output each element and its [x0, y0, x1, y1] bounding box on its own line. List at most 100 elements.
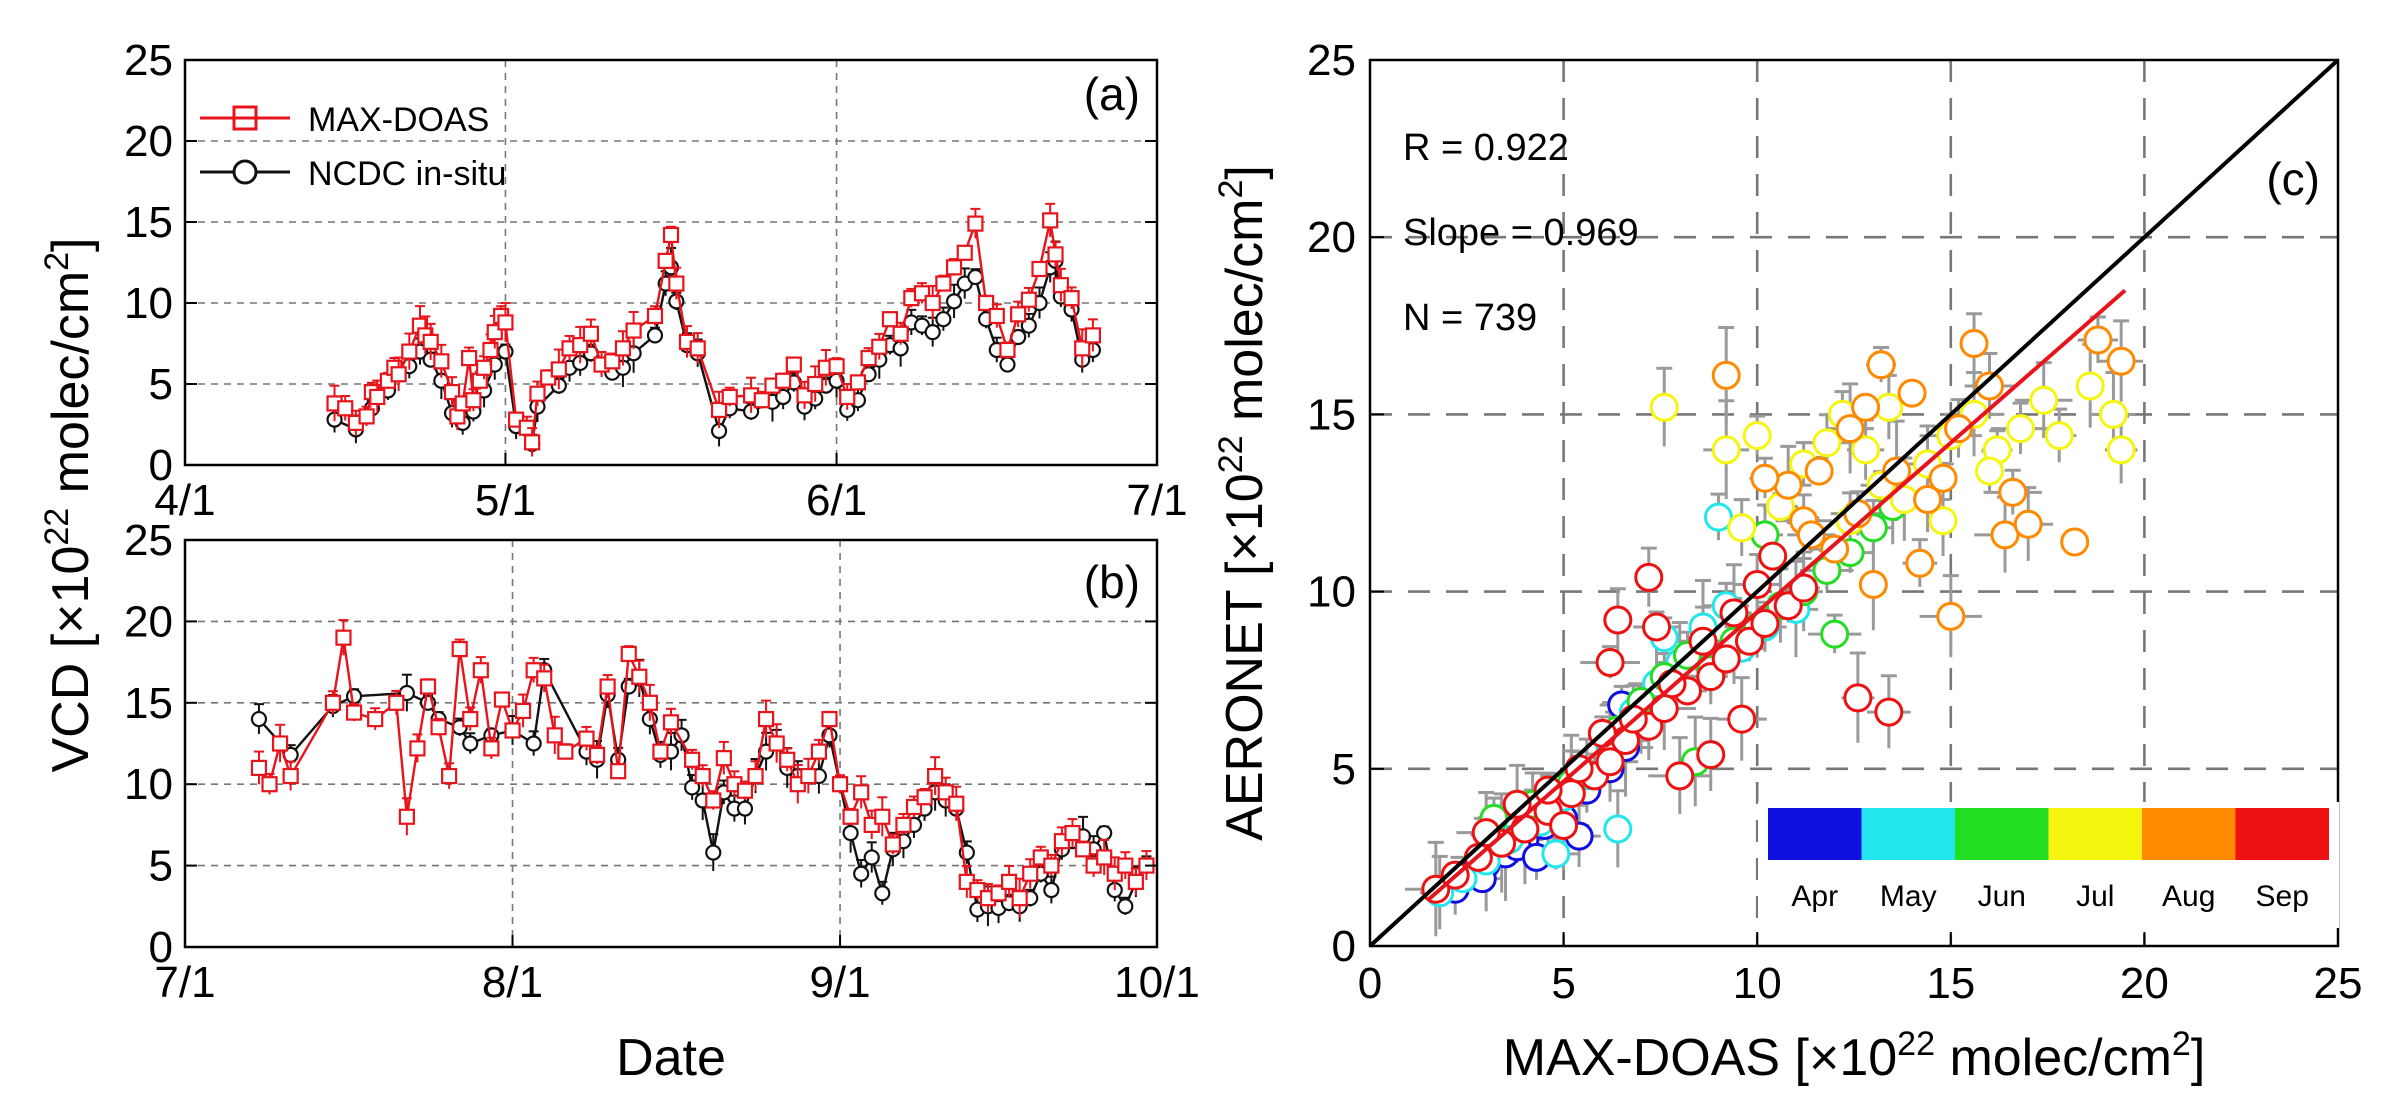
- data-point-maxdoas: [524, 434, 541, 451]
- data-point-maxdoas: [550, 361, 567, 378]
- tick-label-x-b: 7/1: [154, 958, 215, 1007]
- stat-n: N = 739: [1403, 297, 1537, 339]
- data-point-insitu: [863, 849, 880, 866]
- colorbar-label-may: May: [1880, 880, 1937, 913]
- data-point-insitu: [705, 844, 722, 861]
- data-point-maxdoas: [810, 743, 828, 760]
- scatter-point-aug: [2106, 346, 2136, 376]
- tick-label-x-a: 4/1: [154, 476, 215, 525]
- data-point-maxdoas: [419, 678, 437, 695]
- data-point-maxdoas: [472, 662, 489, 679]
- data-point-maxdoas: [582, 325, 599, 342]
- tick-label-y-b: 5: [149, 842, 173, 891]
- data-point-maxdoas: [1096, 849, 1113, 866]
- tick-label-y-c: 10: [1307, 568, 1356, 617]
- series-b: [250, 619, 1155, 927]
- scatter-point-may: [1541, 839, 1571, 869]
- scatter-point-sep: [1696, 740, 1726, 770]
- tick-label-y-b: 20: [124, 597, 173, 646]
- tick-label-y-a: 10: [124, 279, 173, 328]
- data-point-maxdoas: [337, 400, 354, 417]
- colorbar-swatch-jul: [2048, 808, 2142, 860]
- scatter-point-aug: [1959, 329, 1989, 359]
- data-point-maxdoas: [1042, 212, 1059, 229]
- scatter-point-aug: [1711, 360, 1741, 390]
- y-axis-label-vcd: VCD [×1022 molec/cm2]: [38, 237, 100, 772]
- data-point-maxdoas: [652, 743, 669, 760]
- colorbar-label-sep: Sep: [2256, 880, 2309, 913]
- data-point-insitu: [525, 735, 542, 752]
- scatter-point-sep: [1533, 775, 1563, 805]
- scatter-point-aug: [2013, 509, 2043, 539]
- scatter-point-aug: [1796, 520, 1826, 550]
- data-point-maxdoas: [282, 767, 299, 785]
- tick-label-y-b: 15: [124, 679, 173, 728]
- scatter-point-sep: [1510, 814, 1540, 844]
- data-point-maxdoas: [504, 722, 521, 739]
- colorbar-swatch-aug: [2142, 808, 2236, 860]
- data-point-maxdoas: [465, 392, 482, 409]
- tick-label-y-a: 5: [149, 360, 173, 409]
- tick-label-y-c: 5: [1332, 745, 1356, 794]
- colorbar-label-jun: Jun: [1978, 880, 2026, 913]
- data-point-maxdoas: [599, 678, 616, 695]
- data-point-insitu: [924, 324, 941, 341]
- data-point-maxdoas: [967, 215, 984, 232]
- data-point-insitu: [945, 293, 963, 310]
- tick-label-y-a: 15: [124, 198, 173, 247]
- ticks-a: 0 5 10 15 20 25 4/1 5/1 6/1 7/1: [124, 36, 1188, 525]
- data-point-maxdoas: [668, 275, 685, 292]
- scatter-point-sep: [1727, 704, 1757, 734]
- data-point-maxdoas: [977, 294, 995, 312]
- scatter-point-aug: [1913, 484, 1943, 514]
- data-point-maxdoas: [271, 735, 289, 752]
- scatter-point-jul: [1649, 392, 1679, 422]
- scatter-point-jul: [1928, 506, 1958, 536]
- panel-label-c: (c): [2266, 153, 2320, 205]
- data-point-maxdoas: [369, 388, 386, 406]
- data-point-maxdoas: [839, 388, 856, 406]
- data-point-maxdoas: [483, 740, 500, 757]
- data-point-maxdoas: [462, 710, 479, 728]
- data-point-maxdoas: [358, 408, 375, 425]
- colorbar-label-aug: Aug: [2162, 880, 2215, 913]
- legend-label-maxdoas: MAX-DOAS: [308, 101, 489, 139]
- data-point-maxdoas: [631, 668, 648, 685]
- data-point-maxdoas: [945, 259, 963, 276]
- legend: MAX-DOAS NCDC in-situ: [200, 101, 506, 193]
- data-point-maxdoas: [853, 784, 870, 801]
- scatter-point-aug: [1820, 534, 1850, 564]
- tick-label-x-c: 25: [2314, 959, 2363, 1008]
- data-point-maxdoas: [398, 808, 415, 825]
- tick-label-y-b: 25: [124, 516, 173, 565]
- data-point-insitu: [250, 710, 268, 728]
- data-point-maxdoas: [1084, 327, 1102, 344]
- scatter-point-aug: [2083, 325, 2113, 355]
- scatter-point-aug: [1804, 456, 1834, 486]
- data-point-maxdoas: [546, 727, 563, 744]
- data-point-maxdoas: [475, 359, 493, 376]
- data-point-insitu: [967, 268, 984, 286]
- data-point-maxdoas: [1000, 873, 1018, 890]
- data-point-maxdoas: [324, 694, 342, 711]
- data-point-maxdoas: [250, 759, 268, 777]
- stat-r: R = 0.922: [1403, 127, 1569, 169]
- scatter-point-aug: [1936, 601, 1966, 631]
- data-point-maxdoas: [390, 366, 407, 383]
- data-point-insitu: [1117, 898, 1134, 915]
- data-point-maxdoas: [956, 244, 973, 261]
- scatter-point-aug: [1858, 570, 1888, 600]
- x-axis-label-date: Date: [616, 1029, 726, 1087]
- data-point-maxdoas: [493, 691, 511, 708]
- data-point-insitu: [999, 356, 1016, 373]
- data-point-maxdoas: [614, 340, 632, 357]
- tick-label-x-c: 20: [2120, 959, 2169, 1008]
- one-to-one-line: [1368, 58, 2340, 948]
- tick-label-y-b: 10: [124, 760, 173, 809]
- colorbar-swatch-may: [1861, 808, 1955, 860]
- data-point-insitu: [736, 800, 754, 817]
- data-point-maxdoas: [874, 808, 891, 825]
- scatter-point-aug: [1990, 520, 2020, 550]
- data-point-maxdoas: [401, 343, 418, 360]
